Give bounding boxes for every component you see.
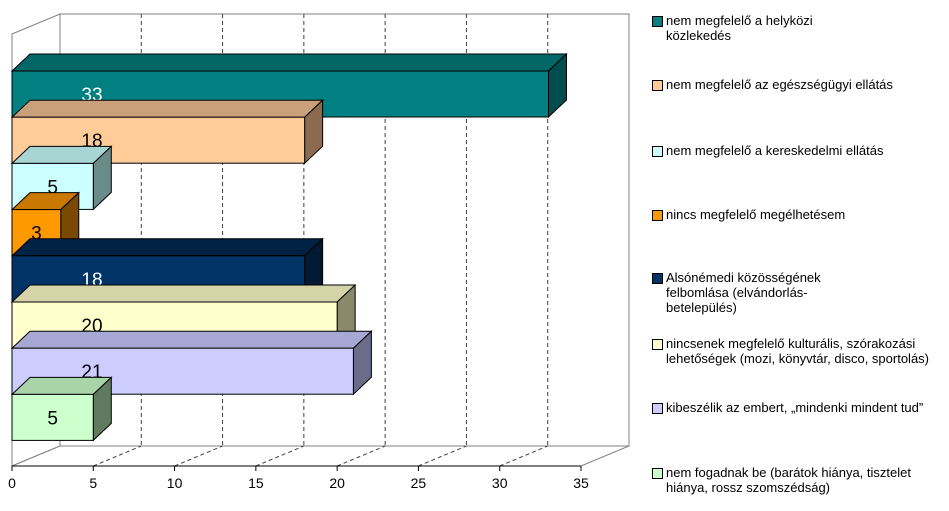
bar-top-4 <box>10 238 324 257</box>
legend-swatch-0 <box>652 16 663 27</box>
grid-line-floor-10 <box>174 445 223 467</box>
grid-line-floor-30 <box>499 445 548 467</box>
legend-label-6: kibeszélik az embert, „mindenki mindent … <box>666 400 924 415</box>
legend-swatch-2 <box>652 146 663 157</box>
grid-line-floor-25 <box>418 445 467 467</box>
legend-item-1: nem megfelelő az egészségügyi ellátás <box>652 77 947 92</box>
bar-top-1 <box>10 99 324 118</box>
legend-swatch-5 <box>652 339 663 350</box>
legend-item-2: nem megfelelő a kereskedelmi ellátás <box>652 143 947 158</box>
x-axis: 0 5 10 15 20 25 30 35 <box>8 465 589 491</box>
x-tick-label-25: 25 <box>411 475 427 491</box>
legend-swatch-3 <box>652 210 663 221</box>
legend-item-0: nem megfelelő a helyközi közlekedés <box>652 13 947 43</box>
legend-item-3: nincs megfelelő megélhetésem <box>652 207 947 222</box>
legend-label-2: nem megfelelő a kereskedelmi ellátás <box>666 143 884 158</box>
bar-top-6 <box>10 330 373 349</box>
bar-value-label-7: 5 <box>47 408 58 429</box>
x-tick-label-0: 0 <box>8 475 16 491</box>
x-tick-label-10: 10 <box>167 475 183 491</box>
legend-label-7: nem fogadnak be (barátok hiánya, tisztel… <box>666 465 911 495</box>
floor <box>11 445 630 467</box>
legend-label-3: nincs megfelelő megélhetésem <box>666 207 846 222</box>
legend-item-4: Alsónémedi közösségének felbomlása (elvá… <box>652 270 947 315</box>
grid-line-floor-20 <box>336 445 386 467</box>
legend-label-1: nem megfelelő az egészségügyi ellátás <box>666 77 893 92</box>
legend-label-5: nincsenek megfelelő kulturális, szórakoz… <box>666 336 930 366</box>
legend-item-7: nem fogadnak be (barátok hiánya, tisztel… <box>652 465 947 495</box>
bar-top-5 <box>10 284 357 303</box>
bar-top-0 <box>10 53 568 72</box>
legend-label-0: nem megfelelő a helyközi közlekedés <box>666 13 813 43</box>
x-tick-label-30: 30 <box>492 475 508 491</box>
bar-value-label-2: 5 <box>47 177 58 198</box>
bar-front-7 <box>11 393 94 441</box>
legend-label-4: Alsónémedi közösségének felbomlása (elvá… <box>666 270 821 315</box>
x-tick-label-5: 5 <box>89 475 97 491</box>
legend-item-6: kibeszélik az embert, „mindenki mindent … <box>652 400 947 415</box>
legend-swatch-4 <box>652 273 663 284</box>
bar-7: 5 <box>10 376 113 442</box>
legend: nem megfelelő a helyközi közlekedés nem … <box>652 0 949 511</box>
legend-item-5: nincsenek megfelelő kulturális, szórakoz… <box>652 336 947 366</box>
legend-swatch-1 <box>652 80 663 91</box>
x-tick-label-35: 35 <box>573 475 589 491</box>
bar-value-label-3: 3 <box>31 224 42 245</box>
x-tick-label-15: 15 <box>248 475 264 491</box>
legend-swatch-6 <box>652 403 663 414</box>
grid-line-floor-5 <box>93 445 142 467</box>
legend-swatch-7 <box>652 468 663 479</box>
x-tick-label-20: 20 <box>329 475 345 491</box>
grid-line-floor-15 <box>255 445 305 467</box>
